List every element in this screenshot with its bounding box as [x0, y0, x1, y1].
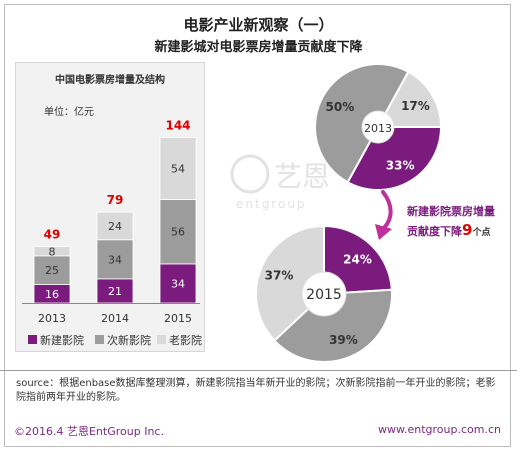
decline-prefix: 贡献度下降 [407, 225, 462, 238]
watermark-logo-ring [230, 154, 270, 194]
decline-line2: 贡献度下降9个点 [407, 221, 495, 242]
page-title: 电影产业新观察（一） [183, 16, 334, 34]
copyright: ©2016.4 艺恩EntGroup Inc. [14, 425, 164, 438]
decline-value: 9 [462, 221, 473, 239]
website-link[interactable]: www.entgroup.com.cn [378, 423, 501, 436]
bar-chart-title: 中国电影票房增量及结构 [55, 75, 165, 86]
source-note: source：根据enbase数据库整理测算，新建影院指当年新开业的影院；次新影… [16, 378, 496, 403]
watermark-name: 艺恩 [274, 160, 330, 193]
watermark-sub: entgroup [236, 197, 307, 211]
slide-frame [4, 4, 511, 447]
bar-chart-panel: 中国电影票房增量及结构 单位：亿元 [15, 62, 205, 352]
watermark-logo: 艺恩 entgroup [230, 154, 330, 211]
footer-divider [0, 370, 517, 371]
decline-suffix: 个点 [472, 228, 491, 238]
page-subtitle: 新建影城对电影票房增量贡献度下降 [154, 40, 363, 55]
unit-label: 单位：亿元 [44, 107, 94, 118]
watermark: 艺恩 entgroup [228, 152, 348, 216]
decline-line1: 新建影院票房增量 [407, 205, 495, 218]
decline-annotation: 新建影院票房增量 贡献度下降9个点 [407, 203, 495, 242]
